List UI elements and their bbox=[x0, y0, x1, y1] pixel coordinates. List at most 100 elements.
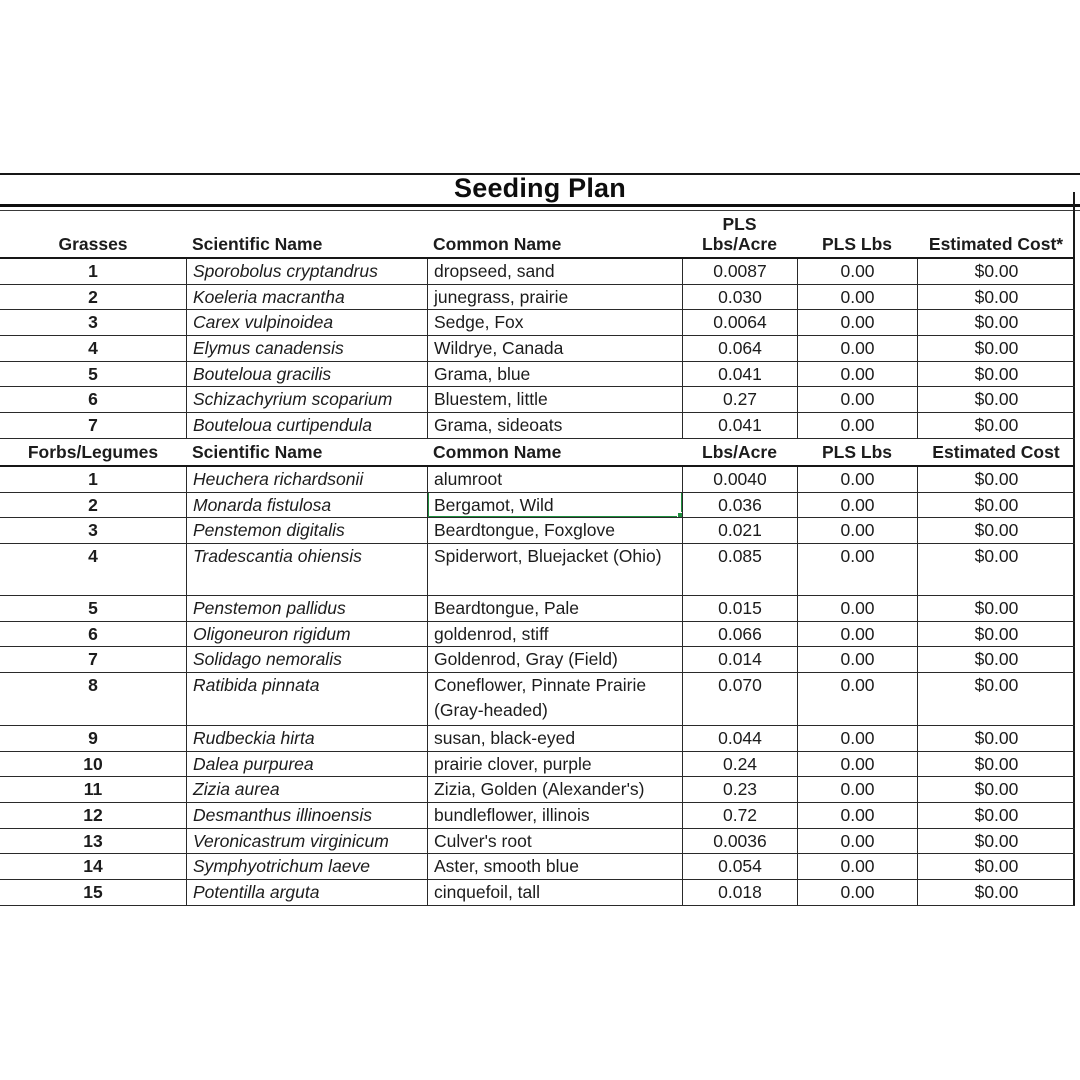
cost-cell[interactable]: $0.00 bbox=[917, 854, 1075, 880]
pls-lbs-cell[interactable]: 0.00 bbox=[797, 259, 917, 284]
scientific-name-cell[interactable]: Desmanthus illinoensis bbox=[186, 803, 427, 828]
cost-cell[interactable]: $0.00 bbox=[917, 387, 1075, 413]
scientific-name-cell[interactable]: Oligoneuron rigidum bbox=[186, 621, 427, 647]
cost-cell[interactable]: $0.00 bbox=[917, 492, 1075, 518]
common-name-cell[interactable]: cinquefoil, tall bbox=[427, 880, 682, 905]
cost-cell[interactable]: $0.00 bbox=[917, 672, 1075, 725]
scientific-name-cell[interactable]: Sporobolus cryptandrus bbox=[186, 259, 427, 284]
lbs-acre-cell[interactable]: 0.23 bbox=[682, 777, 797, 802]
pls-lbs-cell[interactable]: 0.00 bbox=[797, 543, 917, 595]
lbs-acre-cell[interactable]: 0.054 bbox=[682, 854, 797, 880]
common-name-header-cell[interactable]: Common Name bbox=[433, 441, 562, 462]
pls-lbs-cell[interactable]: 0.00 bbox=[797, 725, 917, 751]
common-name-cell[interactable]: prairie clover, purple bbox=[427, 751, 682, 777]
common-name-header-cell[interactable]: Common Name bbox=[433, 234, 562, 254]
lbs-acre-cell[interactable]: 0.021 bbox=[682, 518, 797, 543]
row-number-cell[interactable]: 13 bbox=[83, 830, 103, 851]
common-name-cell[interactable]: Wildrye, Canada bbox=[427, 336, 682, 361]
scientific-name-cell[interactable]: Koeleria macrantha bbox=[186, 284, 427, 310]
cost-cell[interactable]: $0.00 bbox=[917, 803, 1075, 828]
scientific-name-cell[interactable]: Carex vulpinoidea bbox=[186, 310, 427, 336]
pls-lbs-cell[interactable]: 0.00 bbox=[797, 310, 917, 336]
row-number-cell[interactable]: 4 bbox=[88, 338, 98, 359]
row-number-cell[interactable]: 2 bbox=[88, 286, 98, 307]
row-number-cell[interactable]: 15 bbox=[83, 882, 103, 903]
common-name-cell[interactable]: Culver's root bbox=[427, 828, 682, 854]
row-number-cell[interactable]: 5 bbox=[88, 363, 98, 384]
scientific-name-cell[interactable]: Penstemon pallidus bbox=[186, 595, 427, 621]
pls-lbs-header-cell[interactable]: PLS Lbs bbox=[821, 441, 892, 462]
pls-lbs-cell[interactable]: 0.00 bbox=[797, 647, 917, 672]
pls-lbs-cell[interactable]: 0.00 bbox=[797, 777, 917, 802]
scientific-name-cell[interactable]: Tradescantia ohiensis bbox=[186, 543, 427, 595]
estimated-cost-header-cell[interactable]: Estimated Cost bbox=[932, 441, 1060, 462]
row-number-cell[interactable]: 6 bbox=[88, 623, 98, 644]
scientific-name-cell[interactable]: Dalea purpurea bbox=[186, 751, 427, 777]
scientific-name-cell[interactable]: Elymus canadensis bbox=[186, 336, 427, 361]
row-number-cell[interactable]: 4 bbox=[88, 545, 98, 566]
pls-lbs-header-cell[interactable]: PLS Lbs bbox=[821, 234, 892, 254]
scientific-name-cell[interactable]: Bouteloua gracilis bbox=[186, 361, 427, 387]
pls-lbs-cell[interactable]: 0.00 bbox=[797, 361, 917, 387]
common-name-cell[interactable]: Goldenrod, Gray (Field) bbox=[427, 647, 682, 672]
lbs-acre-cell[interactable]: 0.0087 bbox=[682, 259, 797, 284]
scientific-name-cell[interactable]: Heuchera richardsonii bbox=[186, 466, 427, 492]
pls-lbs-cell[interactable]: 0.00 bbox=[797, 880, 917, 905]
row-number-cell[interactable]: 3 bbox=[88, 312, 98, 333]
common-name-cell[interactable]: Bluestem, little bbox=[427, 387, 682, 413]
row-number-cell[interactable]: 8 bbox=[88, 674, 98, 695]
row-number-cell[interactable]: 12 bbox=[83, 805, 103, 825]
cost-cell[interactable]: $0.00 bbox=[917, 310, 1075, 336]
common-name-cell[interactable]: Aster, smooth blue bbox=[427, 854, 682, 880]
lbs-acre-cell[interactable]: 0.030 bbox=[682, 284, 797, 310]
lbs-acre-cell[interactable]: 0.72 bbox=[682, 803, 797, 828]
cost-cell[interactable]: $0.00 bbox=[917, 259, 1075, 284]
row-number-cell[interactable]: 6 bbox=[88, 389, 98, 410]
lbs-acre-cell[interactable]: 0.014 bbox=[682, 647, 797, 672]
cost-cell[interactable]: $0.00 bbox=[917, 828, 1075, 854]
lbs-acre-header-cell[interactable]: PLS Lbs/Acre bbox=[682, 214, 797, 254]
lbs-acre-cell[interactable]: 0.085 bbox=[682, 543, 797, 595]
pls-lbs-cell[interactable]: 0.00 bbox=[797, 284, 917, 310]
common-name-cell[interactable]: Beardtongue, Foxglove bbox=[427, 518, 682, 543]
pls-lbs-cell[interactable]: 0.00 bbox=[797, 492, 917, 518]
lbs-acre-cell[interactable]: 0.0036 bbox=[682, 828, 797, 854]
cost-cell[interactable]: $0.00 bbox=[917, 621, 1075, 647]
row-number-cell[interactable]: 5 bbox=[88, 597, 98, 618]
cost-cell[interactable]: $0.00 bbox=[917, 777, 1075, 802]
lbs-acre-cell[interactable]: 0.015 bbox=[682, 595, 797, 621]
scientific-name-cell[interactable]: Schizachyrium scoparium bbox=[186, 387, 427, 413]
cost-cell[interactable]: $0.00 bbox=[917, 725, 1075, 751]
scientific-name-header-cell[interactable]: Scientific Name bbox=[192, 441, 323, 462]
cost-cell[interactable]: $0.00 bbox=[917, 336, 1075, 361]
common-name-cell[interactable]: bundleflower, illinois bbox=[427, 803, 682, 828]
cost-cell[interactable]: $0.00 bbox=[917, 595, 1075, 621]
scientific-name-cell[interactable]: Bouteloua curtipendula bbox=[186, 413, 427, 438]
row-number-cell[interactable]: 10 bbox=[83, 753, 103, 774]
common-name-cell[interactable]: Sedge, Fox bbox=[427, 310, 682, 336]
cost-cell[interactable]: $0.00 bbox=[917, 284, 1075, 310]
common-name-cell[interactable]: susan, black-eyed bbox=[427, 725, 682, 751]
row-number-cell[interactable]: 9 bbox=[88, 727, 98, 748]
lbs-acre-cell[interactable]: 0.0040 bbox=[682, 466, 797, 492]
pls-lbs-cell[interactable]: 0.00 bbox=[797, 413, 917, 438]
scientific-name-cell[interactable]: Potentilla arguta bbox=[186, 880, 427, 905]
row-number-cell[interactable]: 11 bbox=[83, 779, 103, 800]
pls-lbs-cell[interactable]: 0.00 bbox=[797, 595, 917, 621]
scientific-name-cell[interactable]: Zizia aurea bbox=[186, 777, 427, 802]
lbs-acre-cell[interactable]: 0.041 bbox=[682, 413, 797, 438]
cost-cell[interactable]: $0.00 bbox=[917, 413, 1075, 438]
cost-cell[interactable]: $0.00 bbox=[917, 751, 1075, 777]
common-name-cell[interactable]: Zizia, Golden (Alexander's) bbox=[427, 777, 682, 802]
scientific-name-cell[interactable]: Symphyotrichum laeve bbox=[186, 854, 427, 880]
lbs-acre-header-cell[interactable]: Lbs/Acre bbox=[682, 442, 797, 462]
common-name-cell[interactable]: junegrass, prairie bbox=[427, 284, 682, 310]
scientific-name-header-cell[interactable]: Scientific Name bbox=[192, 234, 323, 254]
pls-lbs-cell[interactable]: 0.00 bbox=[797, 518, 917, 543]
lbs-acre-cell[interactable]: 0.066 bbox=[682, 621, 797, 647]
common-name-cell[interactable]: Spiderwort, Bluejacket (Ohio) bbox=[427, 543, 682, 595]
pls-lbs-cell[interactable]: 0.00 bbox=[797, 672, 917, 725]
cost-cell[interactable]: $0.00 bbox=[917, 361, 1075, 387]
scientific-name-cell[interactable]: Veronicastrum virginicum bbox=[186, 828, 427, 854]
fill-handle[interactable] bbox=[677, 512, 682, 518]
